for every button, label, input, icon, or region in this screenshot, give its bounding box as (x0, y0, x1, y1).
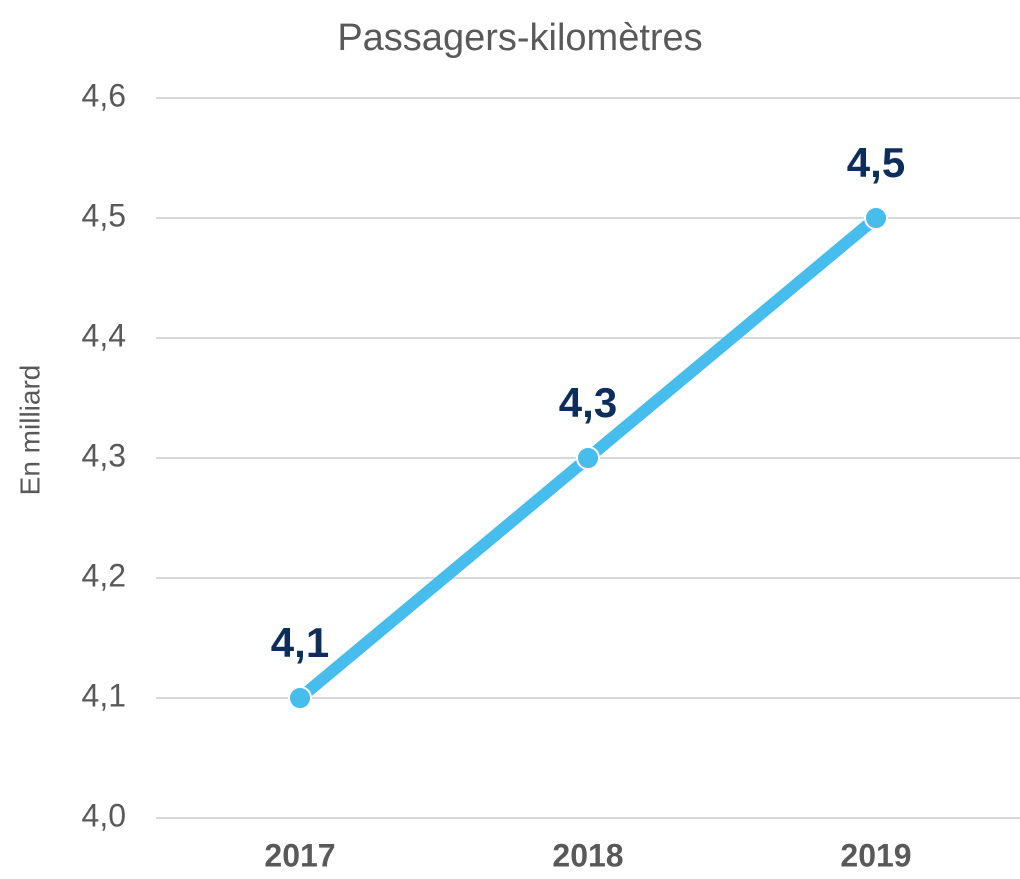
data-label: 4,1 (271, 619, 329, 666)
data-label: 4,5 (847, 139, 905, 186)
y-tick-label: 4,0 (82, 797, 126, 833)
y-axis-label: En milliard (14, 365, 45, 496)
data-point (576, 446, 600, 470)
data-label: 4,3 (559, 379, 617, 426)
data-point (864, 206, 888, 230)
chart-title: Passagers-kilomètres (337, 17, 702, 59)
y-tick-label: 4,1 (82, 677, 126, 713)
data-point (288, 686, 312, 710)
x-tick-label: 2018 (552, 837, 623, 873)
y-tick-label: 4,2 (82, 557, 126, 593)
y-tick-label: 4,5 (82, 197, 126, 233)
y-tick-label: 4,3 (82, 437, 126, 473)
y-tick-label: 4,4 (82, 317, 126, 353)
x-tick-label: 2019 (840, 837, 911, 873)
y-tick-label: 4,6 (82, 77, 126, 113)
x-tick-label: 2017 (264, 837, 335, 873)
